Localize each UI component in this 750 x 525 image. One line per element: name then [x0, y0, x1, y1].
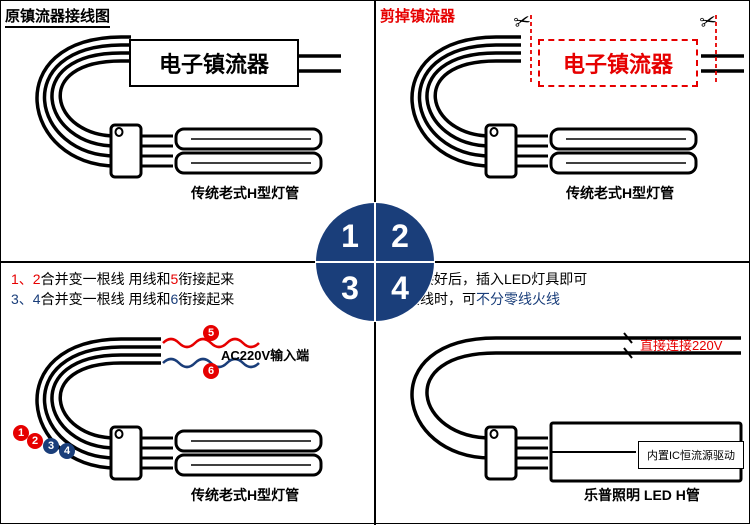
- tube-label-3: 传统老式H型灯管: [191, 485, 299, 505]
- wire-marker-3: 3: [43, 438, 59, 454]
- instruction-line-2: 3、4合并变一根线 用线和6衔接起来: [11, 289, 234, 309]
- ic-driver-box: 内置IC恒流源驱动: [638, 441, 744, 469]
- scissors-icon-left: ✂: [511, 7, 534, 35]
- step-number-2: 2: [375, 202, 435, 262]
- ballast-box-1: 电子镇流器: [129, 39, 299, 87]
- wire-marker-4: 4: [59, 443, 75, 459]
- step-number-1: 1: [315, 202, 375, 262]
- wire-marker-5: 5: [203, 325, 219, 341]
- tube-label-4: 乐普照明 LED H管: [584, 485, 700, 505]
- panel-1-title: 原镇流器接线图: [5, 5, 110, 26]
- ac-input-label: AC220V输入端: [221, 345, 309, 364]
- instruction-line-1: 1、2合并变一根线 用线和5衔接起来: [11, 269, 234, 289]
- wire-marker-2: 2: [27, 433, 43, 449]
- step-number-3: 3: [315, 262, 375, 322]
- direct-220v-label: 直接连接220V: [640, 335, 722, 354]
- tube-label-1: 传统老式H型灯管: [191, 183, 299, 203]
- center-step-circle: 1 2 3 4: [315, 202, 435, 322]
- wire-marker-6: 6: [203, 363, 219, 379]
- scissors-icon-right: ✂: [697, 7, 720, 35]
- ballast-box-2: 电子镇流器: [538, 39, 698, 87]
- tube-label-2: 传统老式H型灯管: [566, 183, 674, 203]
- panel-2-title: 剪掉镇流器: [380, 5, 455, 26]
- wiring-diagram-container: 原镇流器接线图 电子镇流器 传统老式H型灯管: [0, 0, 750, 524]
- step-number-4: 4: [375, 262, 435, 322]
